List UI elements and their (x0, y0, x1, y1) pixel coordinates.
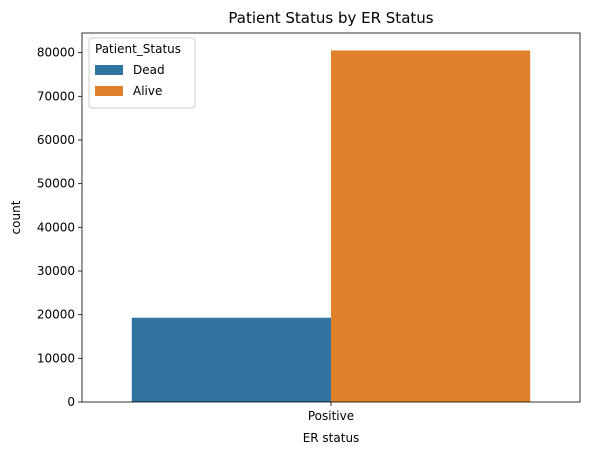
plot-frame (81, 32, 581, 403)
y-axis-label: count (9, 200, 23, 234)
y-tick-label: 60000 (37, 133, 75, 147)
chart-title: Patient Status by ER Status (228, 9, 433, 27)
y-tick-label: 10000 (37, 351, 75, 365)
bars-group (131, 50, 531, 402)
bar-dead-positive (131, 317, 331, 402)
x-axis-label: ER status (303, 431, 360, 445)
y-tick-label: 80000 (37, 46, 75, 60)
y-tick-label: 70000 (37, 89, 75, 103)
legend-swatch-alive (95, 86, 123, 96)
x-tick-label: Positive (308, 409, 354, 423)
y-tick-label: 0 (67, 395, 75, 409)
x-axis: Positive (308, 402, 354, 423)
legend-label-alive: Alive (133, 84, 162, 98)
y-tick-label: 40000 (37, 220, 75, 234)
y-tick-label: 50000 (37, 177, 75, 191)
legend-swatch-dead (95, 65, 123, 75)
y-tick-label: 30000 (37, 264, 75, 278)
legend-title: Patient_Status (95, 42, 181, 56)
y-tick-label: 20000 (37, 308, 75, 322)
legend-label-dead: Dead (133, 63, 165, 77)
legend: Patient_Status Dead Alive (88, 37, 196, 109)
bar-alive-positive (331, 50, 531, 402)
y-axis: 0 10000 20000 30000 40000 50000 60000 70000 8000… (37, 46, 82, 409)
